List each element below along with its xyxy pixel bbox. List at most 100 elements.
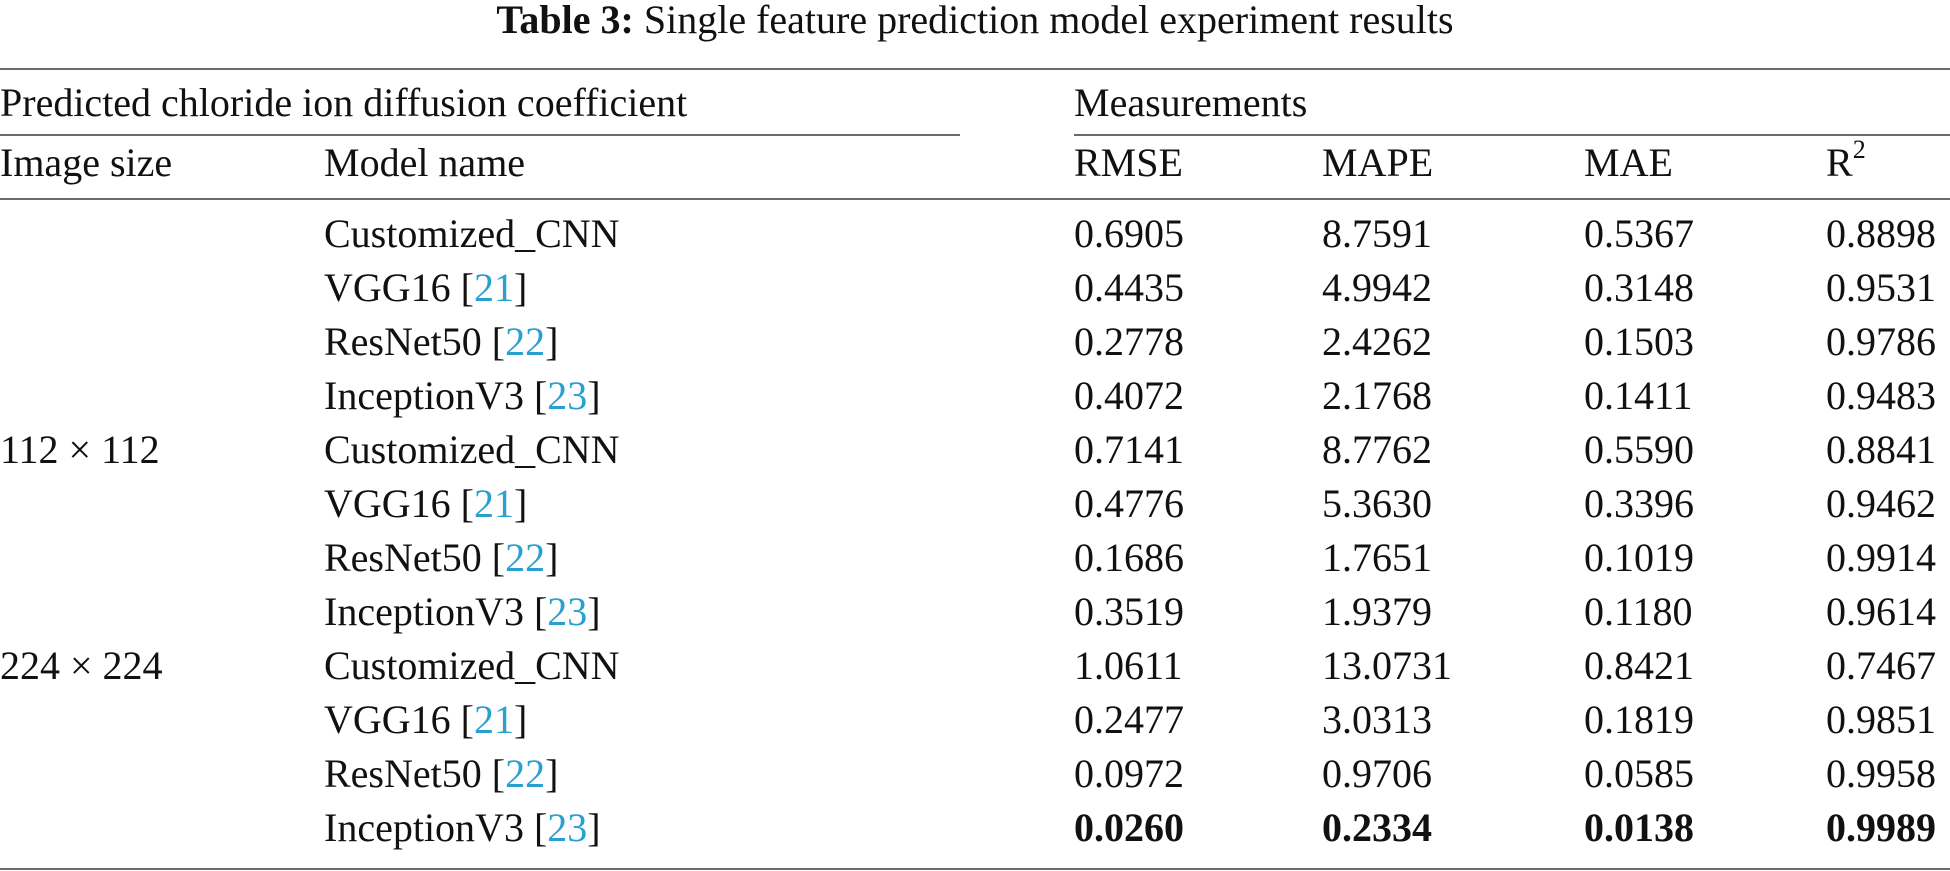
citation-link[interactable]: 21 <box>473 481 514 526</box>
citation-bracket: ] <box>513 481 528 526</box>
cell-rmse: 0.7141 <box>1074 427 1184 472</box>
citation-link[interactable]: 22 <box>505 751 546 796</box>
citation-link[interactable]: 23 <box>547 589 588 634</box>
col-header-image-size: Image size <box>0 140 173 185</box>
citation-link[interactable]: 23 <box>547 373 588 418</box>
col-header-rmse: RMSE <box>1074 140 1183 185</box>
header-rule <box>0 198 1950 200</box>
cell-model-name: ResNet50 [22] <box>324 747 558 801</box>
model-label: ResNet50 [ <box>324 751 506 796</box>
bottom-rule <box>0 868 1950 870</box>
cell-rmse: 0.0260 <box>1074 805 1184 850</box>
citation-bracket: ] <box>513 265 528 310</box>
cell-rmse: 0.4435 <box>1074 265 1184 310</box>
model-label: Customized_CNN <box>324 211 620 256</box>
citation-link[interactable]: 21 <box>473 697 514 742</box>
col-header-mae: MAE <box>1584 140 1673 185</box>
cell-model-name: ResNet50 [22] <box>324 531 558 585</box>
cell-model-name: Customized_CNN <box>324 207 620 261</box>
col-header-mape: MAPE <box>1322 140 1434 185</box>
group-rule-right <box>1074 134 1950 136</box>
r2-exponent: 2 <box>1852 134 1866 164</box>
cell-mae: 0.1503 <box>1584 319 1694 364</box>
citation-link[interactable]: 23 <box>547 805 588 850</box>
model-label: ResNet50 [ <box>324 535 506 580</box>
group-rule-left <box>0 134 960 136</box>
model-label: ResNet50 [ <box>324 319 506 364</box>
cell-model-name: Customized_CNN <box>324 423 620 477</box>
citation-bracket: ] <box>545 751 559 796</box>
model-label: InceptionV3 [ <box>324 373 548 418</box>
cell-mape: 0.9706 <box>1322 751 1432 796</box>
cell-mape: 4.9942 <box>1322 265 1432 310</box>
cell-mape: 8.7591 <box>1322 211 1432 256</box>
cell-mape: 2.4262 <box>1322 319 1432 364</box>
model-label: Customized_CNN <box>324 427 620 472</box>
group-header-measurements: Measurements <box>1074 80 1308 125</box>
model-label: VGG16 [ <box>324 481 474 526</box>
cell-r2: 0.7467 <box>1826 643 1936 688</box>
citation-link[interactable]: 22 <box>505 319 546 364</box>
cell-image-size: 224 × 224 <box>0 643 163 688</box>
cell-mae: 0.3148 <box>1584 265 1694 310</box>
cell-mae: 0.1019 <box>1584 535 1694 580</box>
top-rule <box>0 68 1950 70</box>
cell-model-name: InceptionV3 [23] <box>324 801 601 855</box>
col-header-model-name: Model name <box>324 140 526 185</box>
cell-model-name: VGG16 [21] <box>324 261 527 315</box>
group-header-predicted: Predicted chloride ion diffusion coeffic… <box>0 80 688 125</box>
citation-bracket: ] <box>587 805 601 850</box>
model-label: Customized_CNN <box>324 643 620 688</box>
cell-mae: 0.1180 <box>1584 589 1693 634</box>
cell-model-name: Customized_CNN <box>324 639 620 693</box>
cell-r2: 0.9531 <box>1826 265 1936 310</box>
cell-mae: 0.1411 <box>1584 373 1693 418</box>
cell-model-name: VGG16 [21] <box>324 477 527 531</box>
cell-mae: 0.3396 <box>1584 481 1694 526</box>
cell-rmse: 0.3519 <box>1074 589 1184 634</box>
cell-mae: 0.0585 <box>1584 751 1694 796</box>
citation-bracket: ] <box>545 535 559 580</box>
cell-image-size: 112 × 112 <box>0 427 160 472</box>
cell-r2: 0.9483 <box>1826 373 1936 418</box>
cell-rmse: 0.4776 <box>1074 481 1184 526</box>
cell-model-name: InceptionV3 [23] <box>324 585 601 639</box>
model-label: InceptionV3 [ <box>324 589 548 634</box>
cell-r2: 0.9462 <box>1826 481 1936 526</box>
citation-link[interactable]: 21 <box>473 265 514 310</box>
col-header-r2: R2 <box>1826 136 1866 190</box>
citation-bracket: ] <box>545 319 559 364</box>
cell-mape: 1.7651 <box>1322 535 1432 580</box>
cell-mae: 0.8421 <box>1584 643 1694 688</box>
cell-mape: 5.3630 <box>1322 481 1432 526</box>
cell-mae: 0.0138 <box>1584 805 1694 850</box>
citation-link[interactable]: 22 <box>505 535 546 580</box>
cell-mape: 13.0731 <box>1322 643 1452 688</box>
cell-mae: 0.5590 <box>1584 427 1694 472</box>
cell-mape: 1.9379 <box>1322 589 1432 634</box>
cell-mape: 0.2334 <box>1322 805 1432 850</box>
cell-r2: 0.8841 <box>1826 427 1936 472</box>
cell-rmse: 0.6905 <box>1074 211 1184 256</box>
cell-model-name: ResNet50 [22] <box>324 315 558 369</box>
model-label: VGG16 [ <box>324 697 474 742</box>
cell-model-name: InceptionV3 [23] <box>324 369 601 423</box>
cell-r2: 0.9989 <box>1826 805 1936 850</box>
cell-rmse: 0.2778 <box>1074 319 1184 364</box>
cell-rmse: 1.0611 <box>1074 643 1183 688</box>
citation-bracket: ] <box>513 697 528 742</box>
cell-rmse: 0.2477 <box>1074 697 1184 742</box>
cell-mae: 0.1819 <box>1584 697 1694 742</box>
cell-r2: 0.9786 <box>1826 319 1936 364</box>
cell-r2: 0.8898 <box>1826 211 1936 256</box>
cell-mae: 0.5367 <box>1584 211 1694 256</box>
caption-label: Table 3: <box>496 0 634 42</box>
cell-rmse: 0.0972 <box>1074 751 1184 796</box>
model-label: InceptionV3 [ <box>324 805 548 850</box>
cell-mape: 8.7762 <box>1322 427 1432 472</box>
cell-rmse: 0.4072 <box>1074 373 1184 418</box>
caption-text: Single feature prediction model experime… <box>643 0 1454 42</box>
cell-r2: 0.9914 <box>1826 535 1936 580</box>
model-label: VGG16 [ <box>324 265 474 310</box>
r2-base: R <box>1826 140 1853 185</box>
